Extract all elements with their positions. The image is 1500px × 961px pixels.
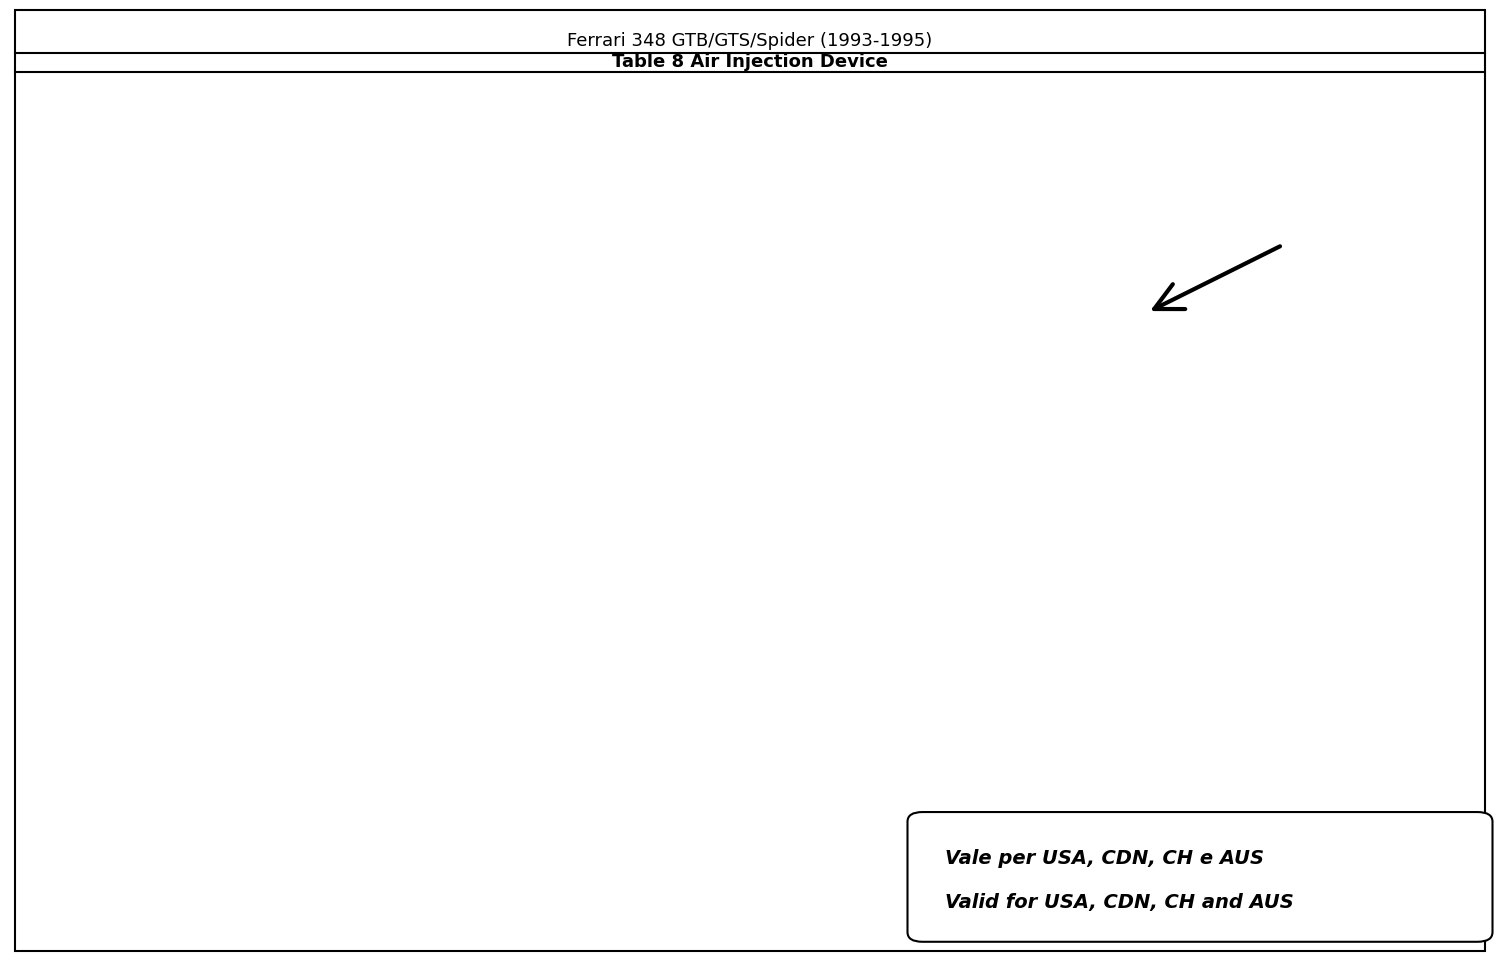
Text: Table 8 Air Injection Device: Table 8 Air Injection Device bbox=[612, 54, 888, 71]
Text: Vale per USA, CDN, CH e AUS: Vale per USA, CDN, CH e AUS bbox=[945, 849, 1264, 868]
FancyBboxPatch shape bbox=[908, 812, 1492, 942]
Text: Ferrari 348 GTB/GTS/Spider (1993-1995): Ferrari 348 GTB/GTS/Spider (1993-1995) bbox=[567, 33, 933, 50]
Text: Valid for USA, CDN, CH and AUS: Valid for USA, CDN, CH and AUS bbox=[945, 893, 1293, 912]
